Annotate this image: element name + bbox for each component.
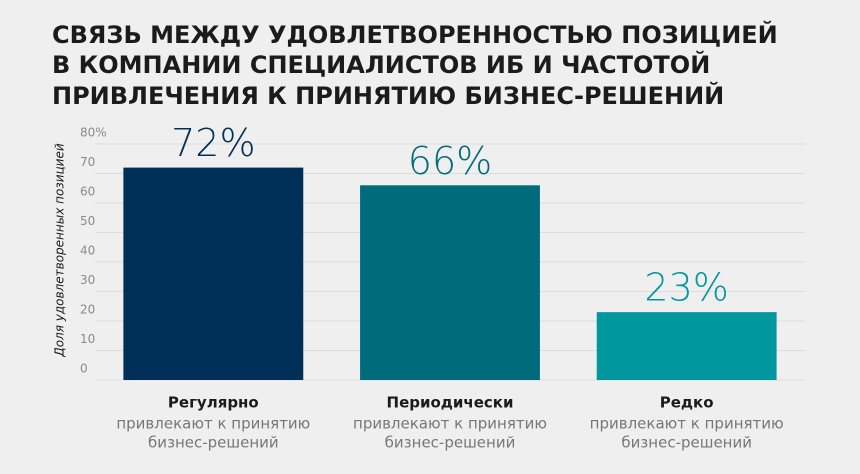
x-tick-note: бизнес-решений bbox=[621, 434, 752, 452]
y-tick-label: 0 bbox=[80, 362, 88, 376]
x-tick-label: Периодически bbox=[387, 394, 514, 412]
y-tick-label: 80% bbox=[80, 126, 107, 140]
y-tick-label: 30 bbox=[80, 273, 95, 287]
y-tick-label: 70 bbox=[80, 155, 95, 169]
y-axis-title: Доля удовлетворенных позицией bbox=[53, 143, 67, 357]
y-tick-label: 60 bbox=[80, 185, 95, 199]
x-tick-label: Редко bbox=[660, 394, 714, 412]
chart-title: В КОМПАНИИ СПЕЦИАЛИСТОВ ИБ И ЧАСТОТОЙ bbox=[52, 50, 710, 79]
x-tick-note: привлекают к принятию bbox=[590, 415, 784, 433]
y-tick-label: 40 bbox=[80, 244, 95, 258]
bar bbox=[123, 167, 304, 380]
chart-title: ПРИВЛЕЧЕНИЯ К ПРИНЯТИЮ БИЗНЕС-РЕШЕНИЙ bbox=[52, 81, 724, 110]
y-tick-label: 50 bbox=[80, 214, 95, 228]
value-label: 66% bbox=[408, 139, 492, 183]
x-tick-note: привлекают к принятию bbox=[116, 415, 310, 433]
value-label: 23% bbox=[644, 266, 728, 310]
value-label: 72% bbox=[171, 121, 255, 165]
x-tick-label: Регулярно bbox=[168, 394, 259, 412]
bar bbox=[360, 185, 540, 380]
chart-title: СВЯЗЬ МЕЖДУ УДОВЛЕТВОРЕННОСТЬЮ ПОЗИЦИЕЙ bbox=[52, 20, 778, 49]
bar bbox=[596, 312, 777, 380]
y-tick-label: 20 bbox=[80, 303, 95, 317]
x-tick-note: бизнес-решений bbox=[148, 434, 279, 452]
x-tick-note: привлекают к принятию bbox=[353, 415, 547, 433]
x-tick-note: бизнес-решений bbox=[385, 434, 516, 452]
y-tick-label: 10 bbox=[80, 332, 95, 346]
